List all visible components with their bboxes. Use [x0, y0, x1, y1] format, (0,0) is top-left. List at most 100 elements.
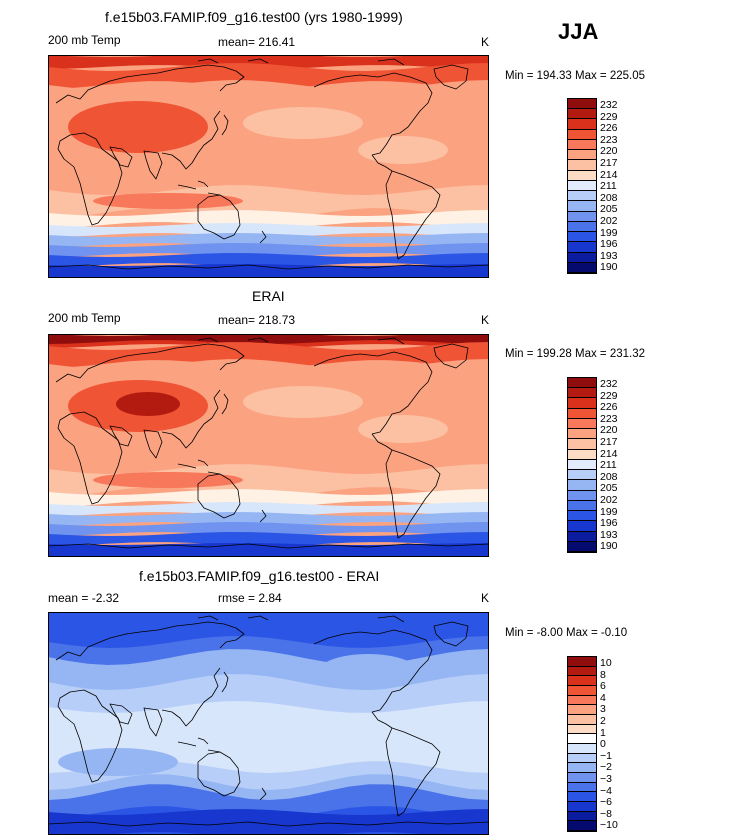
contour-band: [48, 253, 489, 267]
colorbar-swatch: [568, 191, 596, 202]
contour-blob: [93, 193, 243, 209]
contour-band: [48, 334, 489, 344]
season-label: JJA: [558, 19, 599, 44]
colorbar-label: 199: [600, 505, 618, 518]
colorbar-swatch: [568, 418, 596, 430]
colorbar-swatch: [568, 811, 596, 822]
contour-band: [48, 342, 489, 368]
colorbar-label: 193: [600, 249, 618, 262]
contour-blob: [93, 472, 243, 488]
colorbar-swatch: [568, 715, 596, 725]
colorbar-swatch: [568, 802, 596, 812]
colorbar-swatch: [568, 429, 596, 440]
map-frame: [48, 612, 489, 835]
minmax-label: Min = -8.00 Max = -0.10: [505, 627, 628, 639]
colorbar-swatch: [568, 232, 596, 243]
colorbar-label: 217: [600, 157, 618, 169]
colorbar-model: 232 229 226 223 220 217 214 211 208 205 202 199 196 1…: [567, 98, 618, 274]
colorbar-label: 4: [600, 691, 606, 704]
colorbar-label: 214: [600, 447, 618, 460]
contour-band: [48, 502, 489, 516]
contour-band: [48, 489, 489, 507]
colorbar-swatch: [568, 211, 596, 222]
colorbar-label: 193: [600, 528, 618, 541]
colorbar-swatch: [568, 705, 596, 715]
coastlines: [48, 615, 489, 827]
colorbar-label: 220: [600, 424, 618, 437]
colorbar-label: −1: [600, 749, 612, 762]
colorbar-swatch: [568, 201, 596, 212]
contour-blob: [68, 101, 208, 153]
colorbar-label: 190: [600, 261, 618, 274]
contour-band: [48, 210, 489, 228]
map-obs: [48, 334, 489, 557]
colorbar-label: 205: [600, 203, 618, 216]
map-model: [48, 55, 489, 278]
colorbar-label: 229: [600, 389, 618, 402]
colorbar-swatch: [568, 490, 596, 501]
colorbar-swatch: [568, 170, 596, 181]
colorbar-swatch: [568, 378, 596, 389]
colorbar-label: 232: [600, 378, 618, 390]
colorbar-label: 205: [600, 482, 618, 495]
colorbar-swatch: [568, 686, 596, 696]
coastlines: [48, 337, 489, 549]
contour-band: [48, 233, 489, 247]
colorbar-label: −3: [600, 773, 612, 785]
colorbar-label: 226: [600, 401, 618, 414]
colorbar-label: −4: [600, 784, 612, 797]
colorbar-swatch: [568, 109, 596, 120]
colorbar-swatch: [568, 252, 596, 263]
contour-band: [48, 512, 489, 526]
minmax-label: Min = 194.33 Max = 225.05: [505, 70, 646, 82]
contour-blob: [116, 392, 180, 416]
colorbar-label: 190: [600, 540, 618, 553]
colorbar-swatch: [568, 480, 596, 491]
contour-blob: [318, 654, 418, 690]
colorbar-label: 223: [600, 412, 618, 425]
colorbar-swatch: [568, 150, 596, 161]
colorbar-swatch: [568, 99, 596, 110]
colorbar-swatch: [568, 531, 596, 542]
colorbar-swatch: [568, 388, 596, 399]
contour-band: [48, 243, 489, 257]
colorbar-swatch: [568, 782, 596, 793]
colorbar-swatch: [568, 734, 596, 744]
panel-units-label: K: [481, 591, 490, 605]
contour-blob: [358, 415, 448, 443]
colorbar-label: 0: [600, 738, 606, 751]
colorbar-label: 1: [600, 726, 606, 739]
colorbar-swatch: [568, 666, 596, 677]
colorbar-label: 10: [600, 657, 612, 669]
colorbar-swatch: [568, 676, 596, 686]
colorbar-swatch: [568, 821, 596, 831]
panel-title-model: f.e15b03.FAMIP.f09_g16.test00 (yrs 1980-…: [105, 9, 403, 25]
colorbar-label: 6: [600, 680, 606, 693]
coastlines: [48, 58, 489, 270]
colorbar-swatch: [568, 763, 596, 773]
colorbar-label: 202: [600, 215, 618, 227]
panel-rmse-label: rmse = 2.84: [218, 591, 282, 605]
colorbar-diff: 10 8 6 4 3 2 1 0 −1 −2 −3 −4 −6 −8 −10: [567, 656, 618, 832]
colorbar-label: 226: [600, 122, 618, 135]
colorbar-obs: 232 229 226 223 220 217 214 211 208 205 202 199 196 1…: [567, 377, 618, 553]
colorbar-swatch: [568, 139, 596, 151]
colorbar-swatch: [568, 773, 596, 783]
colorbar-swatch: [568, 753, 596, 764]
panel-mean-label: mean = -2.32: [48, 591, 120, 605]
colorbar-label: 2: [600, 715, 606, 727]
colorbar-swatch: [568, 521, 596, 532]
colorbar-swatch: [568, 119, 596, 130]
colorbar-swatch: [568, 511, 596, 522]
colorbar-swatch: [568, 262, 596, 273]
colorbar-label: 208: [600, 191, 618, 204]
contour-blob: [358, 136, 448, 164]
colorbar-label: 223: [600, 133, 618, 146]
colorbar-swatch: [568, 242, 596, 253]
colorbar-swatch: [568, 160, 596, 171]
minmax-label: Min = 199.28 Max = 231.32: [505, 348, 646, 360]
colorbar-label: −8: [600, 807, 612, 820]
colorbar-swatch: [568, 541, 596, 552]
contour-band: [48, 63, 489, 89]
map-frame: [48, 334, 489, 557]
